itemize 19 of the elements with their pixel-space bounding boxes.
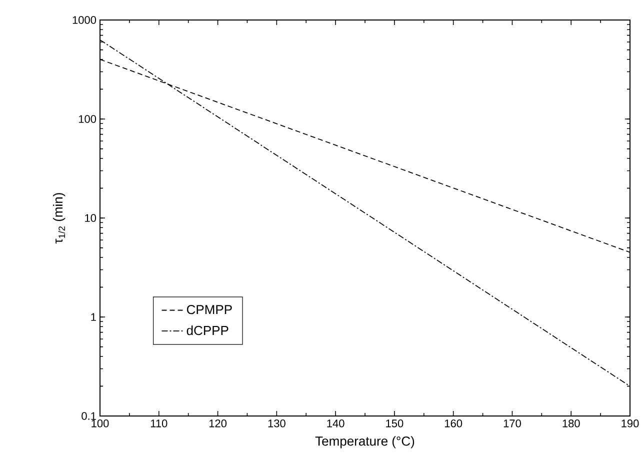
y-axis-title: τ$_{1/2}$ (min) xyxy=(53,193,66,244)
x-tick-label: 170 xyxy=(504,420,521,428)
x-tick-label: 150 xyxy=(386,420,404,428)
y-tick-label: 100 xyxy=(78,115,96,123)
x-tick-label: 130 xyxy=(268,420,286,428)
x-tick-label: 120 xyxy=(209,420,227,428)
y-tick-label: 1 xyxy=(91,313,96,321)
x-tick-label: 180 xyxy=(562,420,580,428)
y-tick-label: 1000 xyxy=(72,16,96,24)
legend-label: CPMPP xyxy=(186,304,232,314)
x-tick-label: 110 xyxy=(150,420,168,428)
x-axis-title: Temperature (°C) xyxy=(315,436,414,448)
x-tick-label: 190 xyxy=(622,420,639,428)
x-tick-label: 100 xyxy=(92,420,109,428)
y-tick-label: 0.1 xyxy=(82,412,96,420)
x-tick-label: 160 xyxy=(445,420,462,428)
y-tick-label: 10 xyxy=(85,214,96,222)
x-tick-label: 140 xyxy=(327,420,344,428)
legend-label: dCPPP xyxy=(186,326,228,336)
